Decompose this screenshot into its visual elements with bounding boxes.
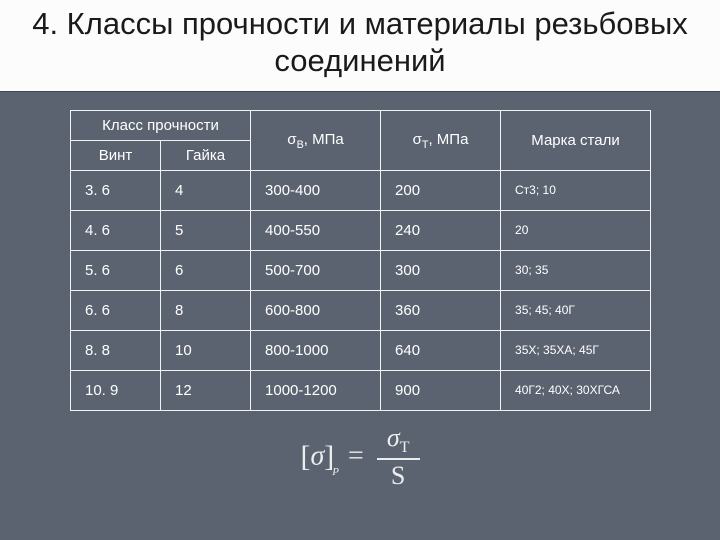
cell-sigma-t: 200 [381,171,501,211]
sigma-t-prefix: σ [413,131,422,148]
cell-sigma-b: 1000-1200 [251,371,381,411]
cell-screw: 3. 6 [71,171,161,211]
cell-sigma-b: 300-400 [251,171,381,211]
cell-nut: 8 [161,291,251,331]
col-sigma-t: σТ, МПа [381,111,501,171]
cell-steel: 35; 45; 40Г [501,291,651,331]
table-body: 3. 6 4 300-400 200 Ст3; 10 4. 6 5 400-55… [71,171,651,411]
table-row: 6. 6 8 600-800 360 35; 45; 40Г [71,291,651,331]
formula-fraction: σТ S [377,425,420,491]
strength-table: Класс прочности σВ, МПа σТ, МПа Марка ст… [70,110,650,411]
col-nut: Гайка [161,141,251,171]
formula-equals: = [341,441,371,472]
sigma-t-suffix: , МПа [428,131,468,148]
table-row: 8. 8 10 800-1000 640 35Х; 35ХА; 45Г [71,331,651,371]
cell-sigma-b: 500-700 [251,251,381,291]
cell-screw: 10. 9 [71,371,161,411]
table: Класс прочности σВ, МПа σТ, МПа Марка ст… [70,110,651,411]
formula-numerator: σТ [377,425,420,460]
cell-sigma-t: 360 [381,291,501,331]
formula-p-sub: P [332,466,339,478]
table-row: 4. 6 5 400-550 240 20 [71,211,651,251]
cell-screw: 5. 6 [71,251,161,291]
table-row: 5. 6 6 500-700 300 30; 35 [71,251,651,291]
cell-sigma-b: 800-1000 [251,331,381,371]
table-row: 3. 6 4 300-400 200 Ст3; 10 [71,171,651,211]
cell-screw: 6. 6 [71,291,161,331]
cell-steel: Ст3; 10 [501,171,651,211]
cell-nut: 4 [161,171,251,211]
cell-steel: 20 [501,211,651,251]
cell-nut: 10 [161,331,251,371]
title-bar: 4. Классы прочности и материалы резьбовы… [0,0,720,92]
cell-steel: 30; 35 [501,251,651,291]
col-sigma-b: σВ, МПа [251,111,381,171]
num-sub: Т [400,439,410,456]
cell-sigma-t: 300 [381,251,501,291]
cell-nut: 12 [161,371,251,411]
cell-sigma-t: 640 [381,331,501,371]
header-row-1: Класс прочности σВ, МПа σТ, МПа Марка ст… [71,111,651,141]
cell-steel: 35Х; 35ХА; 45Г [501,331,651,371]
table-row: 10. 9 12 1000-1200 900 40Г2; 40Х; 30ХГСА [71,371,651,411]
cell-nut: 5 [161,211,251,251]
cell-nut: 6 [161,251,251,291]
cell-screw: 4. 6 [71,211,161,251]
sigma-b-suffix: , МПа [304,131,344,148]
formula-denominator: S [377,460,420,491]
col-class-group: Класс прочности [71,111,251,141]
sigma-b-prefix: σ [287,131,296,148]
sigma-b-sub: В [297,139,304,151]
left-bracket: [ [300,440,310,473]
cell-steel: 40Г2; 40Х; 30ХГСА [501,371,651,411]
cell-sigma-t: 900 [381,371,501,411]
page-title: 4. Классы прочности и материалы резьбовы… [10,6,710,79]
formula: [σ]P = σТ S [0,425,720,491]
cell-sigma-t: 240 [381,211,501,251]
col-steel: Марка стали [501,111,651,171]
formula-sigma: σ [310,441,324,472]
cell-sigma-b: 600-800 [251,291,381,331]
cell-sigma-b: 400-550 [251,211,381,251]
col-screw: Винт [71,141,161,171]
cell-screw: 8. 8 [71,331,161,371]
num-sigma: σ [387,423,400,452]
